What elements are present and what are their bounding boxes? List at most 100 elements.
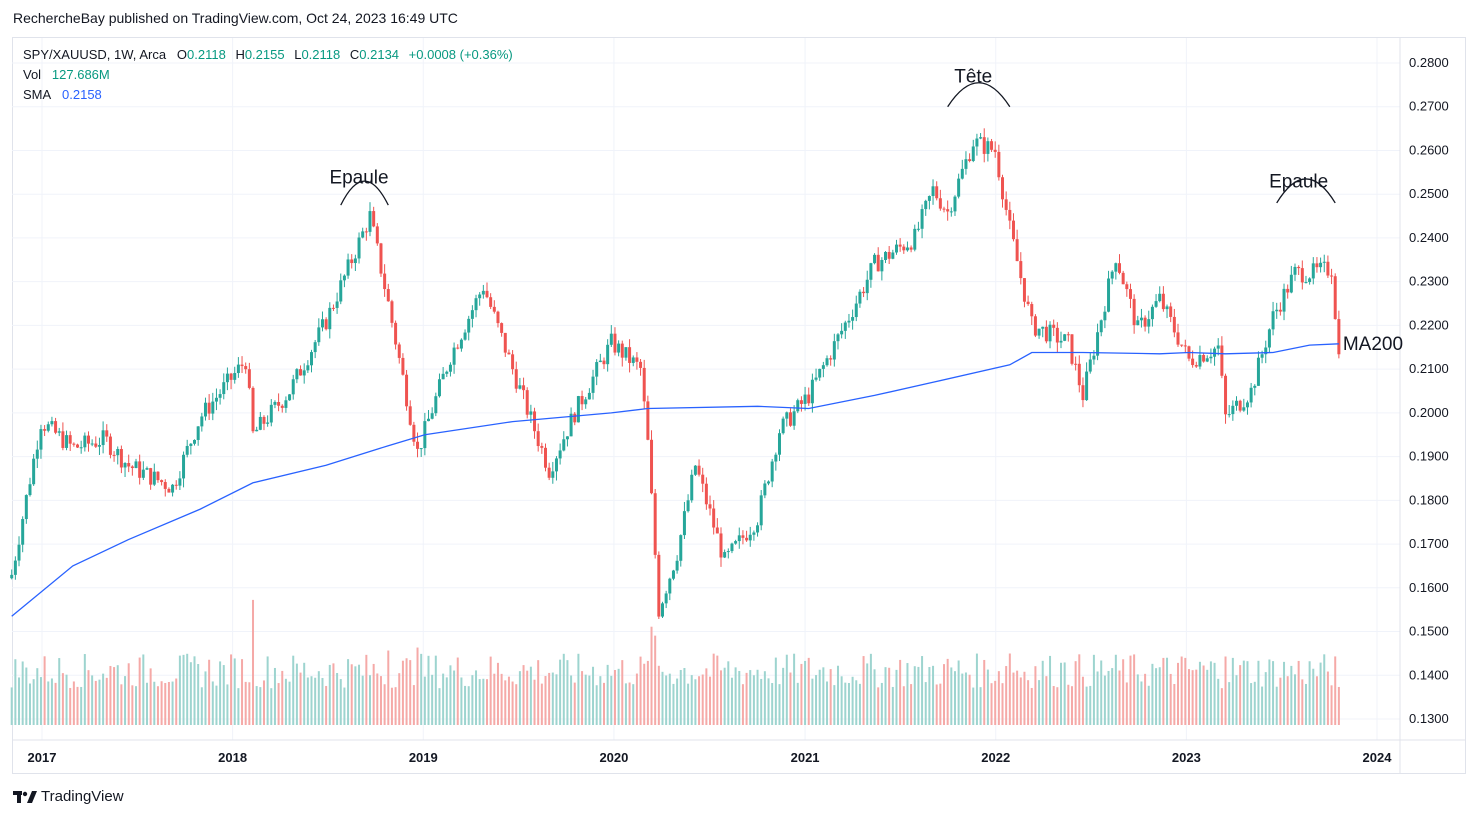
candle-body[interactable]: [397, 344, 401, 358]
candle-body[interactable]: [492, 306, 496, 312]
candle-body[interactable]: [35, 449, 39, 459]
candle-body[interactable]: [28, 484, 32, 496]
candle-body[interactable]: [1103, 311, 1107, 321]
candle-body[interactable]: [858, 291, 862, 304]
candle-body[interactable]: [255, 429, 259, 432]
candle-body[interactable]: [862, 291, 866, 294]
candle-body[interactable]: [57, 431, 61, 433]
candle-body[interactable]: [518, 385, 522, 389]
candle-body[interactable]: [225, 373, 229, 383]
candle-body[interactable]: [193, 439, 197, 444]
candle-body[interactable]: [712, 508, 716, 528]
candle-body[interactable]: [127, 463, 131, 467]
candle-body[interactable]: [1099, 320, 1103, 333]
candle-body[interactable]: [105, 430, 109, 437]
candle-body[interactable]: [1235, 400, 1239, 406]
candle-body[interactable]: [1077, 363, 1081, 386]
candle-body[interactable]: [1154, 301, 1158, 307]
candle-body[interactable]: [97, 445, 101, 447]
candle-body[interactable]: [101, 430, 105, 446]
candle-body[interactable]: [1253, 385, 1257, 388]
candle-body[interactable]: [485, 290, 489, 298]
candle-body[interactable]: [32, 458, 36, 485]
candle-body[interactable]: [547, 467, 551, 478]
legend-sma-label[interactable]: SMA: [23, 87, 52, 102]
candle-body[interactable]: [1275, 309, 1279, 312]
candle-body[interactable]: [671, 570, 675, 579]
candle-body[interactable]: [924, 200, 928, 210]
candle-body[interactable]: [10, 574, 14, 579]
candle-body[interactable]: [602, 360, 606, 365]
candle-body[interactable]: [76, 444, 80, 448]
candle-body[interactable]: [660, 603, 664, 617]
candle-body[interactable]: [851, 317, 855, 321]
candle-body[interactable]: [214, 397, 218, 402]
candle-body[interactable]: [1128, 289, 1132, 299]
candle-body[interactable]: [467, 318, 471, 333]
candle-body[interactable]: [1238, 400, 1242, 411]
candle-body[interactable]: [13, 560, 17, 575]
candle-body[interactable]: [503, 332, 507, 353]
candle-body[interactable]: [880, 259, 884, 272]
candle-body[interactable]: [1030, 304, 1034, 317]
candle-body[interactable]: [975, 138, 979, 147]
candle-body[interactable]: [1245, 402, 1249, 408]
candle-body[interactable]: [17, 544, 21, 561]
candle-body[interactable]: [686, 500, 690, 512]
candle-body[interactable]: [620, 343, 624, 358]
candle-body[interactable]: [675, 560, 679, 571]
candle-body[interactable]: [982, 137, 986, 154]
candle-body[interactable]: [631, 357, 635, 363]
candle-body[interactable]: [119, 449, 123, 468]
candle-body[interactable]: [909, 247, 913, 250]
candle-body[interactable]: [617, 343, 621, 353]
candle-body[interactable]: [781, 418, 785, 434]
candle-body[interactable]: [792, 411, 796, 426]
candle-body[interactable]: [843, 322, 847, 331]
candle-body[interactable]: [960, 168, 964, 179]
candle-body[interactable]: [90, 443, 94, 445]
candle-body[interactable]: [437, 379, 441, 397]
candle-body[interactable]: [642, 367, 646, 402]
candle-body[interactable]: [1183, 345, 1187, 347]
candle-body[interactable]: [810, 379, 814, 404]
tradingview-logo[interactable]: TradingView: [13, 788, 124, 805]
candle-body[interactable]: [419, 448, 423, 450]
candle-body[interactable]: [1015, 239, 1019, 262]
candle-body[interactable]: [957, 178, 961, 197]
candle-body[interactable]: [130, 466, 134, 469]
candle-body[interactable]: [182, 454, 186, 479]
candle-body[interactable]: [1132, 298, 1136, 326]
candle-body[interactable]: [1037, 328, 1041, 336]
candle-body[interactable]: [405, 374, 409, 407]
candle-body[interactable]: [291, 379, 295, 395]
candle-body[interactable]: [938, 198, 942, 209]
candle-body[interactable]: [1044, 326, 1048, 342]
candle-body[interactable]: [156, 471, 160, 481]
candle-body[interactable]: [935, 186, 939, 199]
candle-body[interactable]: [825, 358, 829, 366]
candle-body[interactable]: [1249, 387, 1253, 403]
candle-body[interactable]: [1063, 334, 1067, 341]
candle-body[interactable]: [203, 402, 207, 417]
candle-body[interactable]: [1216, 345, 1220, 349]
candle-body[interactable]: [478, 294, 482, 299]
candle-body[interactable]: [211, 401, 215, 414]
candle-body[interactable]: [1330, 275, 1334, 277]
candle-body[interactable]: [1172, 316, 1176, 333]
candle-body[interactable]: [884, 251, 888, 260]
candle-body[interactable]: [624, 347, 628, 358]
candle-body[interactable]: [306, 365, 310, 371]
candle-body[interactable]: [21, 519, 25, 545]
candle-body[interactable]: [178, 478, 182, 486]
candle-body[interactable]: [745, 537, 749, 541]
candle-body[interactable]: [331, 307, 335, 309]
candle-body[interactable]: [324, 319, 328, 330]
candle-body[interactable]: [61, 431, 65, 448]
candle-body[interactable]: [598, 360, 602, 363]
candle-body[interactable]: [430, 413, 434, 419]
candle-body[interactable]: [353, 258, 357, 264]
candle-body[interactable]: [1011, 220, 1015, 240]
candle-body[interactable]: [445, 371, 449, 374]
